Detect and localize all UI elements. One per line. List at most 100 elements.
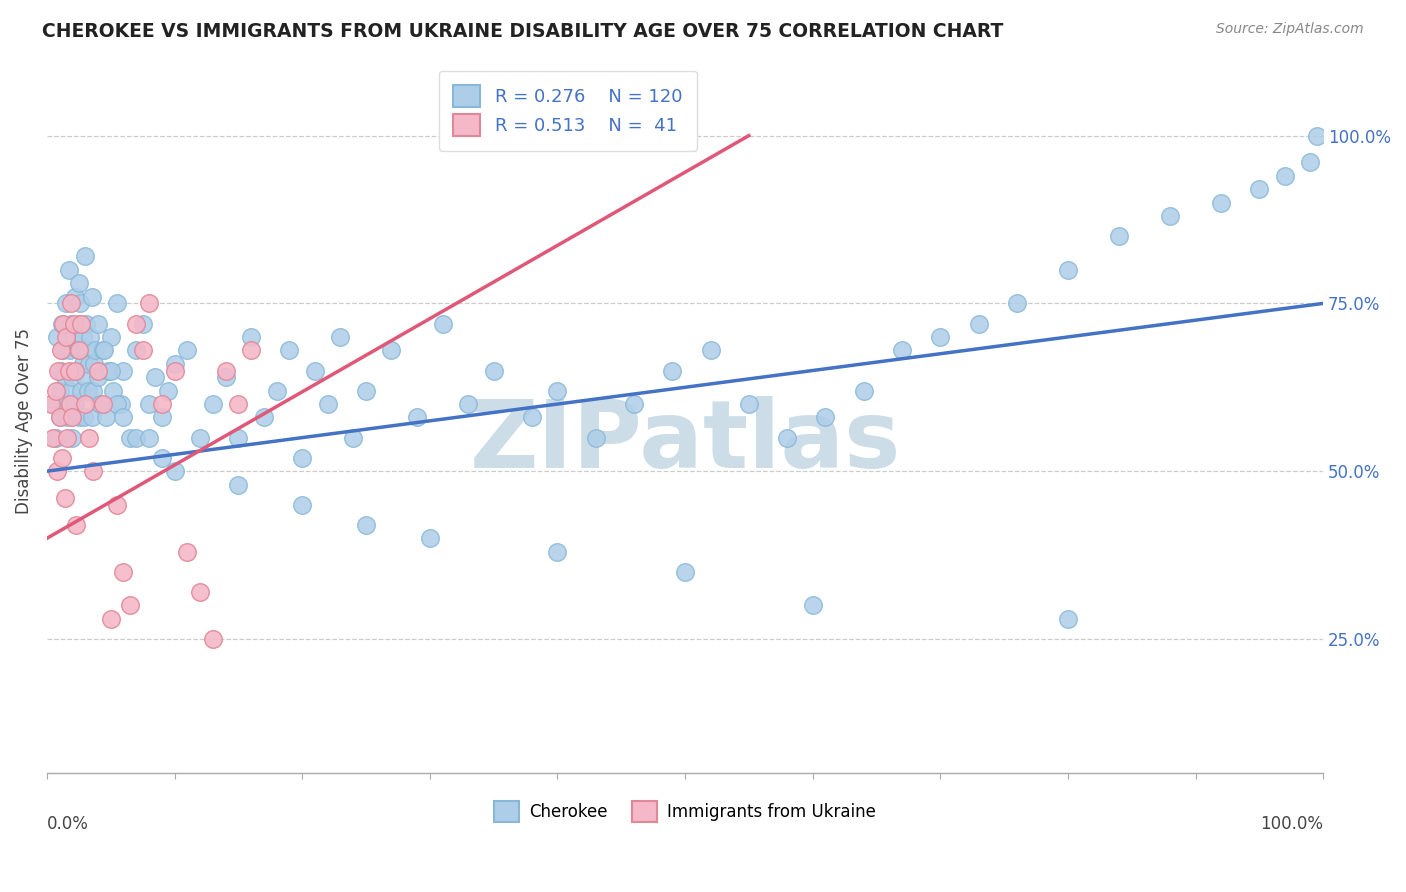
Point xyxy=(891,343,914,358)
Point xyxy=(176,545,198,559)
Point xyxy=(118,431,141,445)
Point xyxy=(62,330,84,344)
Point xyxy=(62,431,84,445)
Point xyxy=(49,343,72,358)
Point xyxy=(46,464,69,478)
Point xyxy=(150,450,173,465)
Point xyxy=(1159,209,1181,223)
Point xyxy=(75,370,97,384)
Point xyxy=(929,330,952,344)
Point xyxy=(100,612,122,626)
Point xyxy=(112,565,135,579)
Point xyxy=(188,585,211,599)
Text: 0.0%: 0.0% xyxy=(46,815,89,833)
Point xyxy=(55,397,77,411)
Point xyxy=(623,397,645,411)
Point xyxy=(100,330,122,344)
Point xyxy=(105,498,128,512)
Point xyxy=(84,343,107,358)
Point xyxy=(72,330,94,344)
Point xyxy=(304,363,326,377)
Point xyxy=(699,343,721,358)
Point xyxy=(125,317,148,331)
Point xyxy=(89,397,111,411)
Point xyxy=(62,410,84,425)
Point xyxy=(188,431,211,445)
Point xyxy=(82,384,104,398)
Point xyxy=(77,357,100,371)
Point xyxy=(62,317,84,331)
Point xyxy=(1249,182,1271,196)
Point xyxy=(163,357,186,371)
Point xyxy=(93,343,115,358)
Point xyxy=(82,464,104,478)
Point xyxy=(329,330,352,344)
Point xyxy=(482,363,505,377)
Legend: Cherokee, Immigrants from Ukraine: Cherokee, Immigrants from Ukraine xyxy=(486,795,883,829)
Point xyxy=(291,498,314,512)
Point xyxy=(55,296,77,310)
Point xyxy=(67,277,90,291)
Point xyxy=(77,431,100,445)
Point xyxy=(67,410,90,425)
Point xyxy=(75,249,97,263)
Point xyxy=(63,397,86,411)
Point xyxy=(176,343,198,358)
Point xyxy=(51,317,73,331)
Point xyxy=(138,296,160,310)
Text: CHEROKEE VS IMMIGRANTS FROM UKRAINE DISABILITY AGE OVER 75 CORRELATION CHART: CHEROKEE VS IMMIGRANTS FROM UKRAINE DISA… xyxy=(42,22,1004,41)
Point xyxy=(585,431,607,445)
Point xyxy=(94,410,117,425)
Point xyxy=(100,363,122,377)
Point xyxy=(673,565,696,579)
Point xyxy=(75,317,97,331)
Point xyxy=(131,343,153,358)
Point xyxy=(65,363,87,377)
Point xyxy=(110,397,132,411)
Point xyxy=(157,384,180,398)
Point xyxy=(65,517,87,532)
Point xyxy=(1306,128,1329,143)
Point xyxy=(51,450,73,465)
Point xyxy=(67,317,90,331)
Point xyxy=(42,397,65,411)
Point xyxy=(354,517,377,532)
Point xyxy=(63,290,86,304)
Point xyxy=(131,317,153,331)
Point xyxy=(661,363,683,377)
Point xyxy=(83,357,105,371)
Point xyxy=(201,397,224,411)
Point xyxy=(1209,195,1232,210)
Point xyxy=(342,431,364,445)
Point xyxy=(70,317,93,331)
Point xyxy=(163,464,186,478)
Point xyxy=(967,317,990,331)
Point xyxy=(112,410,135,425)
Point xyxy=(380,343,402,358)
Point xyxy=(112,363,135,377)
Point xyxy=(59,343,82,358)
Point xyxy=(546,384,568,398)
Point xyxy=(1005,296,1028,310)
Point xyxy=(776,431,799,445)
Point xyxy=(39,397,62,411)
Point xyxy=(75,343,97,358)
Point xyxy=(56,431,79,445)
Point xyxy=(105,296,128,310)
Point xyxy=(87,370,110,384)
Point xyxy=(138,397,160,411)
Point xyxy=(291,450,314,465)
Point xyxy=(546,545,568,559)
Point xyxy=(80,290,103,304)
Point xyxy=(48,410,70,425)
Point xyxy=(72,357,94,371)
Point xyxy=(62,370,84,384)
Point xyxy=(103,384,125,398)
Point xyxy=(1108,229,1130,244)
Point xyxy=(105,397,128,411)
Text: 100.0%: 100.0% xyxy=(1260,815,1323,833)
Point xyxy=(801,599,824,613)
Point xyxy=(79,330,101,344)
Point xyxy=(201,632,224,646)
Point xyxy=(48,410,70,425)
